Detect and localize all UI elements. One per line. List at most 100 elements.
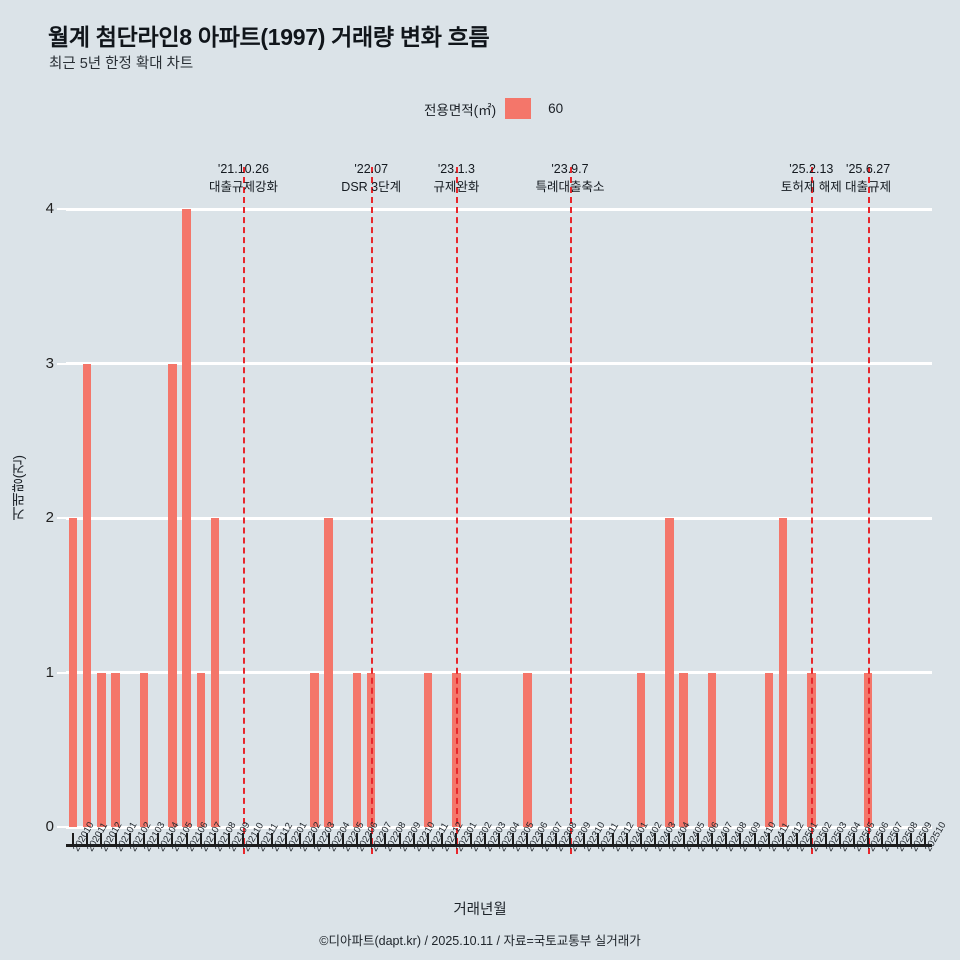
- x-axis-tick-mark: [256, 833, 259, 845]
- event-annotation-text: 대출규제: [845, 180, 892, 195]
- x-axis-tick-mark: [185, 833, 188, 845]
- event-annotation-text: DSR 3단계: [341, 180, 402, 195]
- x-axis-tick-mark: [611, 833, 614, 845]
- x-axis-tick-mark: [299, 833, 302, 845]
- x-axis-tick-mark: [86, 833, 89, 845]
- x-axis-tick-mark: [327, 833, 330, 845]
- event-annotation: '21.10.26 대출규제강화: [209, 160, 278, 196]
- x-axis-tick-mark: [114, 833, 117, 845]
- y-axis-title: 거래량(건): [10, 455, 26, 521]
- x-axis-tick-mark: [498, 833, 500, 845]
- legend-label: 전용면적(㎡): [424, 102, 497, 118]
- event-marker-line: [456, 167, 459, 854]
- x-axis-tick-mark: [654, 833, 657, 845]
- x-axis-tick-mark: [313, 833, 316, 845]
- x-axis-tick-mark: [895, 833, 898, 845]
- x-axis-tick-mark: [597, 833, 600, 845]
- x-axis-tick-mark: [739, 833, 742, 845]
- x-axis-tick-mark: [824, 833, 827, 845]
- x-axis-tick-mark: [242, 833, 245, 845]
- event-annotation-text: 특례대출축소: [535, 180, 605, 195]
- x-axis-tick-mark: [568, 833, 571, 845]
- x-axis-tick-mark: [398, 833, 401, 845]
- event-annotation: '25.6.27 대출규제: [845, 160, 891, 196]
- event-marker-line: [868, 167, 871, 854]
- event-marker-line: [569, 167, 572, 854]
- bar: [367, 672, 376, 827]
- event-annotation: '23.9.7 특례대출축소: [535, 160, 604, 196]
- x-axis-tick-mark: [228, 833, 231, 845]
- y-axis-tick-label: 3: [45, 354, 54, 372]
- x-axis-tick-mark: [469, 833, 472, 845]
- x-axis-line: [66, 844, 932, 847]
- bar: [679, 672, 688, 827]
- page-subtitle: 최근 5년 한정 확대 차트: [49, 56, 194, 72]
- footer-credit: ©디아파트(dapt.kr) / 2025.10.11 / 자료=국토교통부 실…: [319, 934, 641, 948]
- bar: [636, 672, 646, 827]
- x-axis-tick-mark: [512, 833, 515, 845]
- x-axis-tick-mark: [285, 833, 288, 845]
- x-axis-tick-mark: [725, 833, 728, 845]
- x-axis-tick-mark: [710, 833, 713, 845]
- event-annotation-text: 토허제 해제: [780, 180, 842, 195]
- x-axis-tick-mark: [526, 833, 529, 845]
- y-axis-tick-mark: [57, 362, 66, 365]
- bar: [196, 672, 206, 827]
- x-axis-tick-mark: [143, 833, 146, 845]
- gridline: [66, 825, 932, 829]
- x-axis-tick-mark: [455, 833, 458, 845]
- bar: [523, 672, 532, 827]
- event-marker-line: [811, 167, 814, 854]
- event-annotation-date: '25.2.13: [789, 162, 834, 176]
- bar: [97, 672, 106, 827]
- y-axis-tick-mark: [57, 208, 66, 210]
- x-axis-tick-mark: [427, 833, 430, 845]
- x-axis-tick-mark: [923, 833, 926, 845]
- gridline: [66, 671, 932, 674]
- x-axis-tick-mark: [767, 833, 770, 845]
- gridline: [66, 516, 932, 520]
- y-axis-tick-label: 2: [45, 509, 54, 526]
- x-axis-tick-mark: [341, 833, 344, 845]
- x-axis-tick-mark: [781, 833, 784, 845]
- event-annotation-date: '21.10.26: [217, 162, 269, 176]
- x-axis-tick-mark: [668, 833, 671, 845]
- x-axis-tick-mark: [540, 833, 543, 845]
- event-annotation: '22.07 DSR 3단계: [341, 160, 401, 196]
- x-axis-tick-mark: [483, 833, 486, 845]
- x-axis-tick-mark: [157, 833, 160, 845]
- x-axis-tick-mark: [810, 833, 813, 845]
- x-axis-tick-mark: [639, 833, 642, 845]
- x-axis-tick-mark: [412, 833, 415, 845]
- bar: [111, 672, 120, 827]
- x-axis-title: 거래년월: [453, 902, 507, 918]
- y-axis-tick-mark: [57, 517, 66, 519]
- event-annotation-date: '23.9.7: [551, 162, 589, 176]
- legend-swatch-icon: [505, 98, 532, 119]
- bar: [139, 672, 149, 827]
- y-axis-tick-mark: [57, 671, 66, 674]
- legend-value: 60: [548, 101, 564, 116]
- bar: [665, 518, 674, 827]
- gridline: [66, 207, 932, 211]
- bar: [764, 672, 773, 827]
- bar: [310, 672, 319, 827]
- event-annotation-date: '23.1.3: [437, 162, 475, 176]
- x-axis-tick-mark: [370, 833, 373, 845]
- event-annotation: '25.2.13 토허제 해제: [781, 160, 842, 196]
- event-marker-line: [243, 167, 246, 854]
- x-axis-tick-mark: [356, 833, 359, 845]
- x-axis-tick-mark: [171, 833, 174, 845]
- bar: [778, 518, 788, 827]
- gridline: [66, 362, 932, 365]
- plot-area: [66, 167, 932, 854]
- bar: [182, 209, 191, 827]
- x-axis-tick-mark: [583, 833, 586, 845]
- bar: [863, 672, 873, 827]
- y-axis-tick-mark: [57, 826, 66, 828]
- bar: [168, 363, 177, 827]
- bar: [83, 363, 92, 827]
- event-annotation-date: '25.6.27: [846, 162, 891, 176]
- x-axis-tick-mark: [696, 833, 699, 845]
